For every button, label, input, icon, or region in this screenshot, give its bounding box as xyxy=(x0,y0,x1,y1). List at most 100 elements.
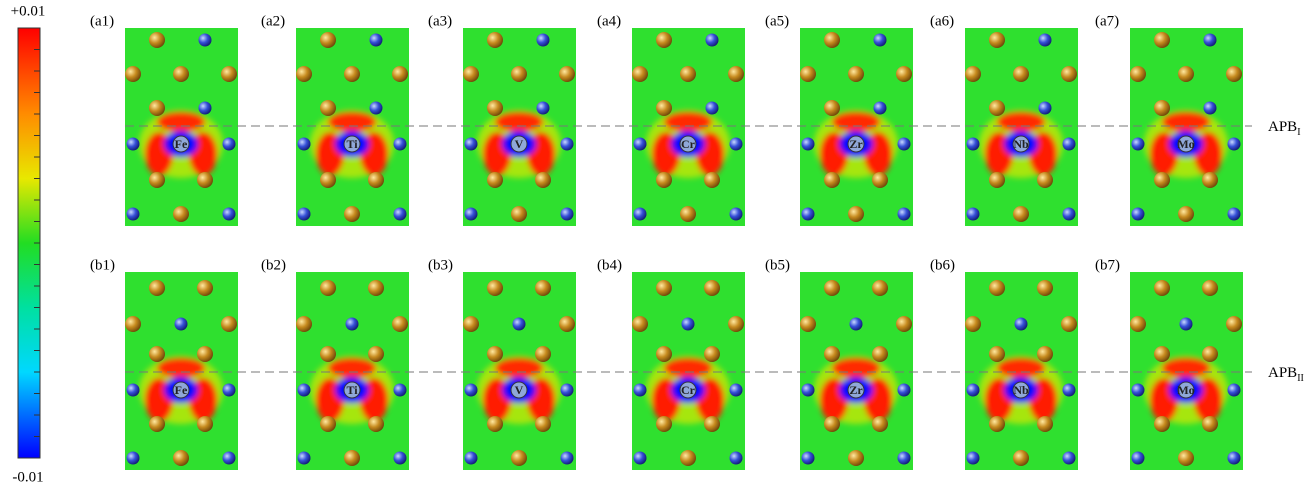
atom xyxy=(1131,207,1145,221)
atom xyxy=(464,137,478,151)
atom xyxy=(1061,316,1077,332)
density xyxy=(477,356,561,424)
atom xyxy=(873,101,887,115)
atom xyxy=(296,316,312,332)
atom xyxy=(897,451,911,465)
center-atom xyxy=(679,135,697,153)
atom xyxy=(1037,346,1053,362)
atom xyxy=(320,416,336,432)
atom xyxy=(393,383,407,397)
atom xyxy=(174,317,188,331)
atom xyxy=(1013,66,1029,82)
center-atom xyxy=(172,135,190,153)
atom xyxy=(989,416,1005,432)
atom xyxy=(1154,416,1170,432)
atom xyxy=(149,172,165,188)
atom xyxy=(965,66,981,82)
atom xyxy=(320,172,336,188)
atom xyxy=(1131,451,1145,465)
atom xyxy=(1178,450,1194,466)
atom xyxy=(535,416,551,432)
panel: Cr (a4) xyxy=(597,13,745,226)
atom xyxy=(989,346,1005,362)
atom xyxy=(1202,346,1218,362)
atom xyxy=(369,101,383,115)
atom xyxy=(1062,383,1076,397)
atom xyxy=(728,66,744,82)
atom xyxy=(872,280,888,296)
atom xyxy=(989,100,1005,116)
atom xyxy=(487,280,503,296)
atom xyxy=(800,316,816,332)
panel-tag: (a7) xyxy=(1095,13,1119,29)
atom xyxy=(1013,206,1029,222)
atom xyxy=(1154,172,1170,188)
lobe xyxy=(664,112,712,132)
atom xyxy=(897,137,911,151)
panel: V (b3) xyxy=(428,257,576,470)
atom xyxy=(989,32,1005,48)
atom xyxy=(1037,280,1053,296)
atom xyxy=(393,451,407,465)
atom xyxy=(1203,101,1217,115)
panel: Nb (a6) xyxy=(930,13,1078,226)
element-label: Nb xyxy=(1013,383,1029,397)
atom xyxy=(848,66,864,82)
atom xyxy=(989,172,1005,188)
element-label: Cr xyxy=(681,383,696,397)
atom xyxy=(966,137,980,151)
lobe xyxy=(328,358,376,378)
atom xyxy=(463,66,479,82)
boundary-name: APB xyxy=(1268,365,1297,381)
panel: Fe (a1) xyxy=(90,13,238,226)
colorbar-ticks xyxy=(34,49,40,437)
panel: Ti (b2) xyxy=(261,257,409,470)
atom xyxy=(126,451,140,465)
atom xyxy=(632,316,648,332)
panel: Zr (b5) xyxy=(765,257,913,470)
center-atom xyxy=(343,381,361,399)
atom xyxy=(824,32,840,48)
atom xyxy=(1154,100,1170,116)
atom xyxy=(1178,66,1194,82)
atom xyxy=(464,207,478,221)
atom xyxy=(824,280,840,296)
density xyxy=(1144,356,1228,424)
element-label: Cr xyxy=(681,137,696,151)
atom xyxy=(705,101,719,115)
lobe xyxy=(157,112,205,132)
atom xyxy=(704,172,720,188)
atom xyxy=(487,172,503,188)
colorbar-min: -0.01 xyxy=(12,469,43,485)
atom xyxy=(1227,207,1241,221)
lobe xyxy=(495,358,543,378)
atom xyxy=(872,346,888,362)
atom xyxy=(801,137,815,151)
lobe xyxy=(997,358,1045,378)
boundary-label: APBI xyxy=(1268,119,1301,138)
atom xyxy=(965,316,981,332)
center-atom xyxy=(847,381,865,399)
atom xyxy=(1014,317,1028,331)
atom xyxy=(149,416,165,432)
atom xyxy=(297,451,311,465)
center-atom xyxy=(1012,381,1030,399)
atom xyxy=(633,451,647,465)
atom xyxy=(197,280,213,296)
atom xyxy=(800,66,816,82)
panel-tag: (a2) xyxy=(261,13,285,29)
atom xyxy=(873,33,887,47)
atom xyxy=(487,416,503,432)
atom xyxy=(896,316,912,332)
element-label: V xyxy=(515,383,524,397)
element-label: Fe xyxy=(175,383,188,397)
atom xyxy=(393,137,407,151)
center-atom xyxy=(1177,135,1195,153)
atom xyxy=(511,206,527,222)
atom xyxy=(1226,66,1242,82)
atom xyxy=(393,207,407,221)
element-label: Mo xyxy=(1177,137,1194,151)
lobe xyxy=(1162,358,1210,378)
atom xyxy=(125,316,141,332)
atom xyxy=(368,280,384,296)
